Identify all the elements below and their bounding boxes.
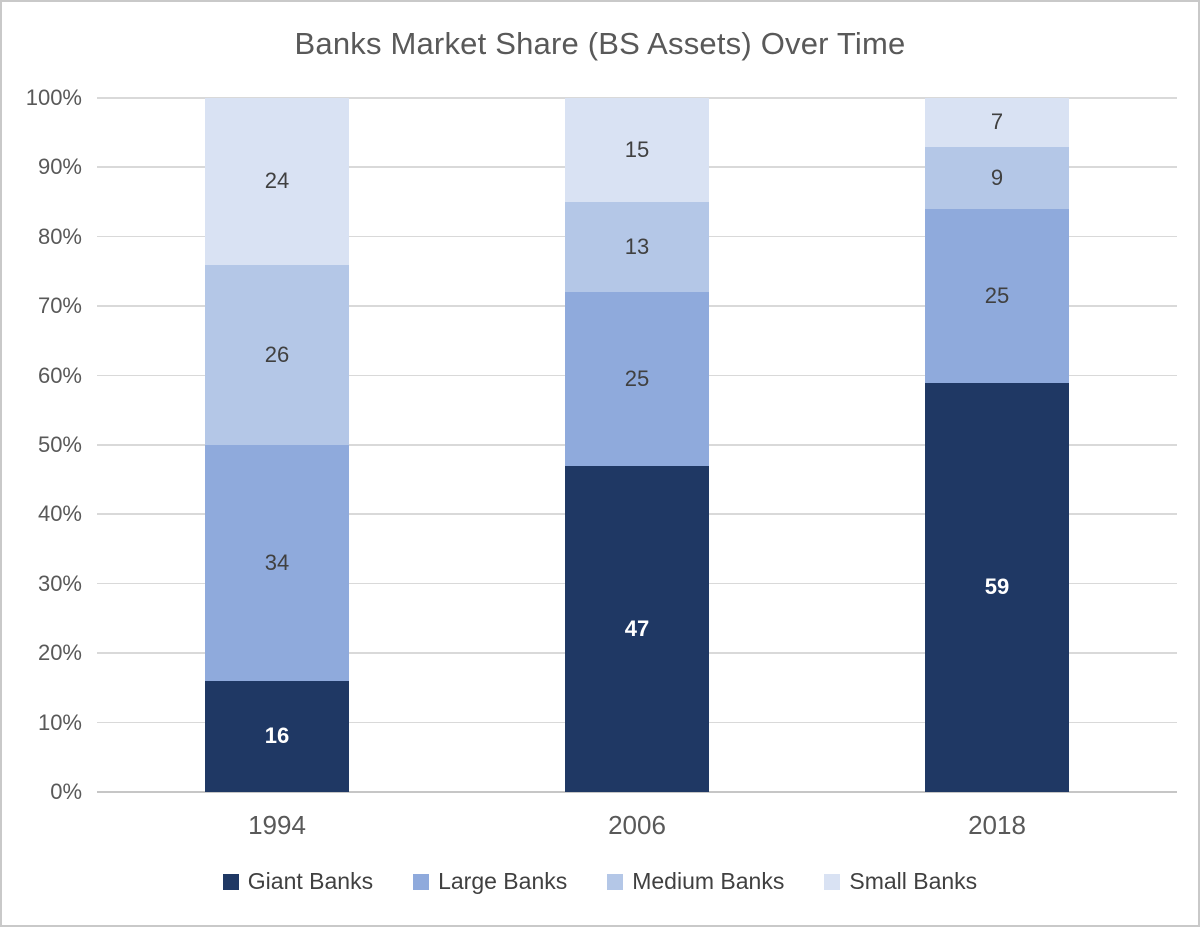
data-label: 47 — [624, 615, 650, 641]
large-banks-segment: 25 — [925, 209, 1069, 383]
data-label: 16 — [264, 723, 290, 749]
gridline — [97, 97, 1177, 99]
gridline — [97, 791, 1177, 793]
data-label: 25 — [984, 282, 1010, 308]
y-axis-tick-label: 20% — [37, 640, 82, 666]
chart-title: Banks Market Share (BS Assets) Over Time — [294, 26, 906, 61]
x-axis: 1994 2006 2018 — [97, 810, 1177, 846]
plot-area: 16 34 26 24 47 25 13 15 59 25 9 7 — [97, 97, 1177, 793]
bar-1994: 16 34 26 24 — [205, 98, 349, 792]
large-banks-segment: 34 — [205, 445, 349, 681]
legend-item-giant-banks: Giant Banks — [222, 868, 374, 895]
legend-item-medium-banks: Medium Banks — [607, 868, 784, 895]
y-axis-tick-label: 30% — [37, 570, 82, 596]
legend-marker-icon — [824, 873, 841, 890]
legend-label: Giant Banks — [247, 868, 374, 894]
small-banks-segment: 7 — [925, 98, 1069, 147]
legend-item-large-banks: Large Banks — [413, 868, 567, 895]
legend: Giant Banks Large Banks Medium Banks Small … — [2, 868, 1198, 895]
data-label: 9 — [990, 164, 1004, 190]
large-banks-segment: 25 — [565, 292, 709, 466]
legend-marker-icon — [413, 873, 430, 890]
y-axis-tick-label: 100% — [25, 85, 82, 110]
medium-banks-segment: 13 — [565, 202, 709, 293]
data-label: 13 — [624, 234, 650, 260]
data-label: 25 — [624, 366, 650, 392]
legend-item-small-banks: Small Banks — [824, 868, 977, 895]
data-label: 7 — [990, 109, 1004, 135]
y-axis-tick-label: 60% — [37, 362, 82, 388]
y-axis-tick-label: 80% — [37, 223, 82, 249]
data-label: 24 — [264, 168, 290, 194]
legend-marker-icon — [222, 873, 239, 890]
bar-2006: 47 25 13 15 — [565, 98, 709, 792]
data-label: 59 — [984, 574, 1010, 600]
data-label: 34 — [264, 549, 290, 575]
data-label: 15 — [624, 137, 650, 163]
y-axis-tick-label: 50% — [37, 432, 82, 457]
y-axis: 0% 10% 20% 30% 40% 50% 60% 70% 80% 90% 100% — [2, 85, 82, 804]
bar-2018: 59 25 9 7 — [925, 98, 1069, 792]
giant-banks-segment: 47 — [565, 465, 709, 792]
small-banks-segment: 24 — [205, 98, 349, 265]
data-label: 26 — [264, 341, 290, 367]
x-axis-label: 2006 — [608, 810, 666, 840]
x-axis-label: 2018 — [968, 810, 1026, 840]
legend-label: Small Banks — [849, 868, 978, 894]
small-banks-segment: 15 — [565, 98, 709, 203]
giant-banks-segment: 59 — [925, 382, 1069, 792]
x-axis-label: 1994 — [248, 810, 306, 840]
legend-label: Medium Banks — [632, 868, 785, 894]
y-axis-tick-label: 10% — [37, 709, 82, 735]
y-axis-tick-label: 0% — [50, 779, 82, 804]
y-axis-tick-label: 90% — [37, 154, 82, 180]
y-axis-tick-label: 70% — [37, 293, 82, 319]
y-axis-tick-label: 40% — [37, 501, 82, 527]
giant-banks-segment: 16 — [205, 680, 349, 792]
medium-banks-segment: 9 — [925, 146, 1069, 210]
legend-marker-icon — [607, 873, 624, 890]
legend-label: Large Banks — [438, 868, 568, 894]
medium-banks-segment: 26 — [205, 264, 349, 446]
